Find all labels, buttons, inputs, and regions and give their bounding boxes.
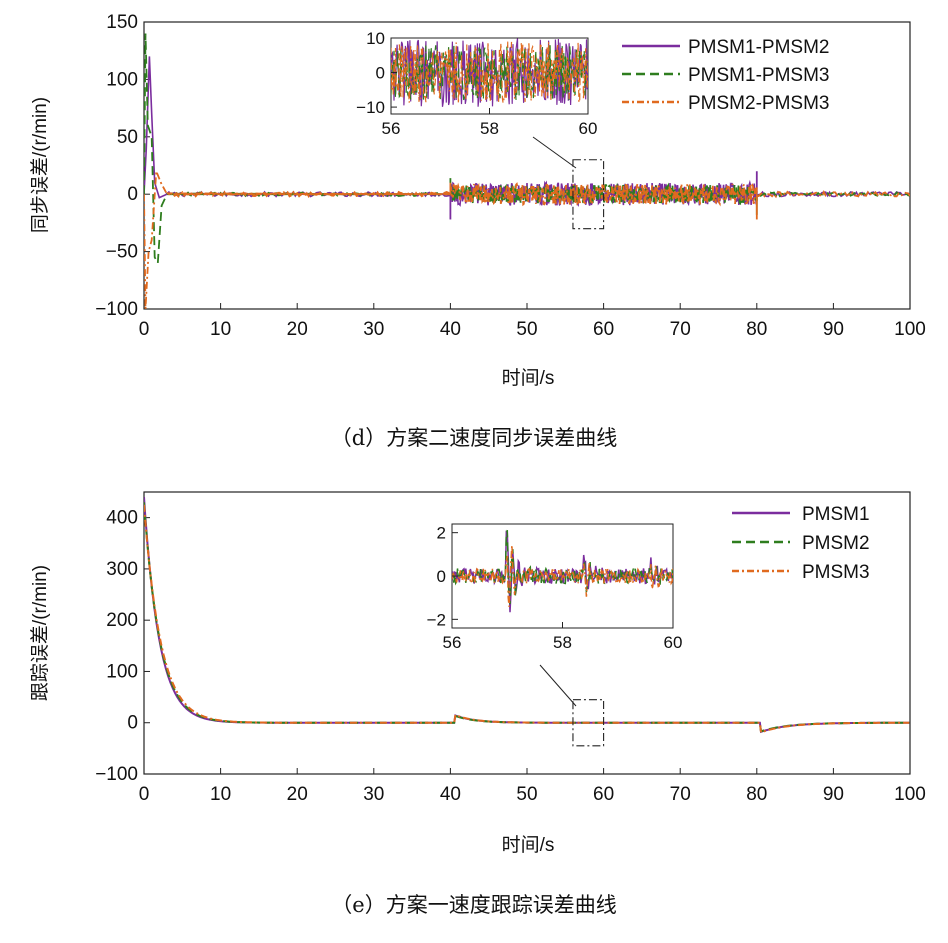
chart-e: 0 10 20 30 40 50 60 70 80 90 100−1000100200300400 … (29, 491, 926, 917)
e-y-tick-label: 100 (106, 661, 138, 682)
e-legend-label-1: PMSM1 (802, 504, 870, 525)
d-x-tick-label: 70 (670, 319, 691, 340)
y-axis-label-e: 跟踪误差/(r/min) (29, 565, 51, 701)
e-x-tick-label: 30 (363, 784, 384, 805)
e-x-tick-label: 70 (670, 784, 691, 805)
d-series-line-3 (144, 170, 910, 309)
e-legend-label-2: PMSM2 (802, 533, 870, 554)
d-y-tick-label: 0 (127, 184, 138, 205)
e-zoom-rect (572, 699, 605, 747)
d-legend-label-1: PMSM1-PMSM2 (688, 37, 829, 58)
d-inset-series-line-3 (391, 41, 588, 104)
e-x-tick-label: 100 (894, 784, 926, 805)
e-y-tick-label: 400 (106, 508, 138, 529)
inset-series-d (391, 38, 588, 107)
e-x-tick-label: 10 (210, 784, 231, 805)
d-x-tick-label: 90 (823, 319, 844, 340)
d-legend-label-2: PMSM1-PMSM3 (688, 65, 829, 86)
zoom-box-e (539, 664, 605, 747)
y-axis-label-d: 同步误差/(r/min) (29, 97, 51, 233)
d-inset-y-tick-label: 0 (376, 64, 385, 83)
d-leader-line (532, 136, 577, 169)
inset-ticks-e: 56 58 60 −2 0 2 (427, 524, 683, 652)
e-x-tick-label: 20 (287, 784, 308, 805)
e-y-tick-label: 300 (106, 559, 138, 580)
d-y-tick-label: −50 (106, 242, 138, 263)
d-inset-x-tick-label: 58 (480, 119, 499, 138)
d-inset-y-tick-label: 10 (366, 29, 385, 48)
d-x-tick-label: 20 (287, 319, 308, 340)
e-legend-label-3: PMSM3 (802, 562, 870, 583)
legend-d: PMSM1-PMSM2 PMSM1-PMSM3 PMSM2-PMSM3 (622, 37, 829, 114)
e-inset-x-tick-label: 60 (664, 633, 683, 652)
caption-e: （e）方案一速度跟踪误差曲线 (331, 893, 616, 917)
e-series-line-3 (144, 504, 910, 734)
inset-ticks-d: 56 58 60 −10 0 10 (356, 29, 597, 138)
d-x-tick-label: 100 (894, 319, 926, 340)
d-y-tick-label: 50 (117, 127, 138, 148)
e-x-tick-label: 50 (516, 784, 537, 805)
e-inset-x-tick-label: 58 (553, 633, 572, 652)
inset-series-e (452, 529, 673, 613)
d-y-tick-label: −100 (95, 299, 138, 320)
d-y-tick-label: 100 (106, 69, 138, 90)
x-axis-label-d: 时间/s (502, 367, 555, 389)
d-x-tick-label: 80 (746, 319, 767, 340)
series-group-e (144, 497, 910, 734)
e-inset-y-tick-label: 2 (437, 524, 446, 543)
d-x-tick-label: 0 (139, 319, 150, 340)
e-x-tick-label: 0 (139, 784, 150, 805)
d-inset-x-tick-label: 60 (579, 119, 598, 138)
legend-e: PMSM1 PMSM2 PMSM3 (732, 504, 870, 583)
series-group-d (144, 33, 910, 309)
d-x-tick-label: 60 (593, 319, 614, 340)
e-y-tick-label: 0 (127, 713, 138, 734)
e-inset-y-tick-label: −2 (427, 610, 446, 629)
d-x-tick-label: 10 (210, 319, 231, 340)
d-x-tick-label: 40 (440, 319, 461, 340)
e-inset-series-line-3 (452, 544, 673, 607)
zoom-box-d (532, 136, 605, 230)
e-x-tick-label: 90 (823, 784, 844, 805)
e-leader-line (539, 664, 577, 707)
e-x-tick-label: 80 (746, 784, 767, 805)
d-x-tick-label: 50 (516, 319, 537, 340)
e-x-tick-label: 60 (593, 784, 614, 805)
x-axis-label-e: 时间/s (502, 834, 555, 856)
e-x-tick-label: 40 (440, 784, 461, 805)
d-inset-x-tick-label: 56 (382, 119, 401, 138)
e-inset-x-tick-label: 56 (443, 633, 462, 652)
e-y-tick-label: 200 (106, 610, 138, 631)
d-zoom-rect (572, 159, 605, 230)
d-legend-label-3: PMSM2-PMSM3 (688, 93, 829, 114)
e-y-tick-label: −100 (95, 764, 138, 785)
e-inset-y-tick-label: 0 (437, 567, 446, 586)
d-x-tick-label: 30 (363, 319, 384, 340)
e-inset-series-line-2 (452, 529, 673, 605)
d-y-tick-label: 150 (106, 12, 138, 33)
d-inset-y-tick-label: −10 (356, 98, 385, 117)
caption-d: （d）方案二速度同步误差曲线 (331, 426, 617, 450)
